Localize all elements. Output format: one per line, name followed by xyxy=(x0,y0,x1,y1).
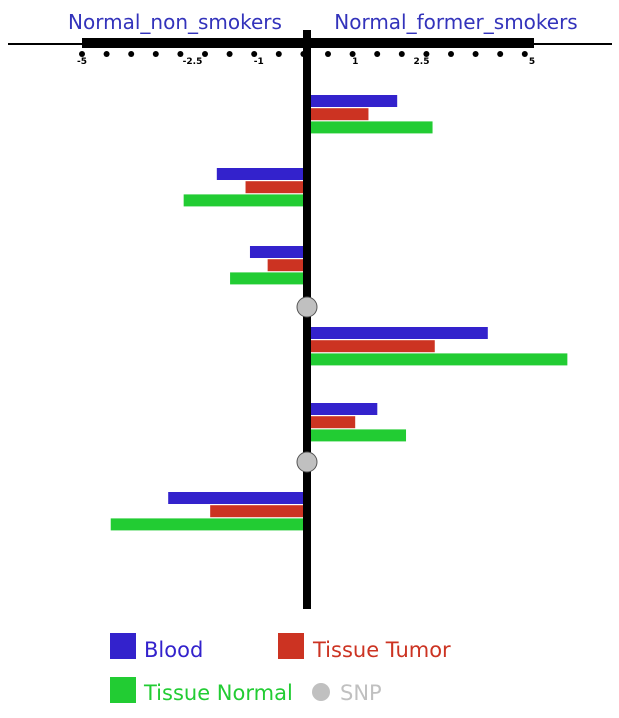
right-group-label: Normal_former_smokers xyxy=(334,10,577,34)
axis-dot xyxy=(349,51,356,57)
tick-label: -5 xyxy=(77,57,87,67)
axis-dot xyxy=(423,51,430,57)
bar-blood xyxy=(216,168,303,180)
legend-snp-label: SNP xyxy=(340,681,382,705)
legend-snp-swatch xyxy=(312,683,330,701)
legend-tissue-normal-swatch xyxy=(110,677,136,703)
axis-dot xyxy=(177,51,184,57)
axis-dot xyxy=(374,51,381,57)
left-group-label: Normal_non_smokers xyxy=(68,10,282,34)
bar-blood xyxy=(311,403,378,415)
legend-tissue-tumor-swatch xyxy=(278,633,304,659)
axis-dot xyxy=(202,51,208,57)
tick-label: -2.5 xyxy=(183,57,203,67)
bar-tissue-normal xyxy=(230,272,303,285)
axis-dot xyxy=(398,51,405,57)
tick-label: 5 xyxy=(529,57,535,67)
bar-blood xyxy=(311,327,488,339)
axis-dot xyxy=(472,51,479,57)
tick-labels: -5 -2.5 -1 1 2.5 5 xyxy=(77,57,535,67)
axis-dot xyxy=(448,51,454,57)
bar-tissue-normal xyxy=(183,194,303,207)
axis-dots xyxy=(79,51,528,57)
bar-tissue-tumor xyxy=(245,181,303,194)
bars xyxy=(110,95,568,531)
axis-dot xyxy=(79,51,85,57)
legend-tissue-tumor-label: Tissue Tumor xyxy=(313,638,451,662)
tick-label: -1 xyxy=(254,57,264,67)
bar-tissue-normal xyxy=(110,518,303,531)
bar-tissue-normal xyxy=(311,353,568,366)
bar-tissue-tumor xyxy=(267,259,303,272)
bar-blood xyxy=(168,492,303,504)
tick-label: 2.5 xyxy=(414,57,430,67)
axis-dot xyxy=(103,51,110,57)
legend-blood-swatch xyxy=(110,633,136,659)
legend-blood-label: Blood xyxy=(144,638,204,662)
bar-tissue-tumor xyxy=(311,108,369,121)
axis-dot xyxy=(497,51,504,57)
tick-label: 1 xyxy=(352,57,358,67)
snp-marker xyxy=(296,451,318,473)
axis-dot xyxy=(325,51,331,57)
bar-tissue-tumor xyxy=(311,340,435,353)
bar-tissue-tumor xyxy=(311,416,356,429)
axis-dot xyxy=(251,51,258,57)
legend-tissue-normal-label: Tissue Normal xyxy=(144,681,293,705)
snp-markers xyxy=(296,296,318,473)
axis-dot xyxy=(128,51,135,57)
bar-tissue-normal xyxy=(311,121,433,134)
center-axis xyxy=(303,30,311,609)
axis-dot xyxy=(275,51,282,57)
bar-tissue-normal xyxy=(311,429,407,442)
axis-dot xyxy=(152,51,159,57)
bar-tissue-tumor xyxy=(210,505,303,518)
axis-dot xyxy=(521,51,528,57)
bar-blood xyxy=(249,246,303,258)
axis-dot xyxy=(226,51,233,57)
snp-marker xyxy=(296,296,318,318)
bar-blood xyxy=(311,95,398,107)
